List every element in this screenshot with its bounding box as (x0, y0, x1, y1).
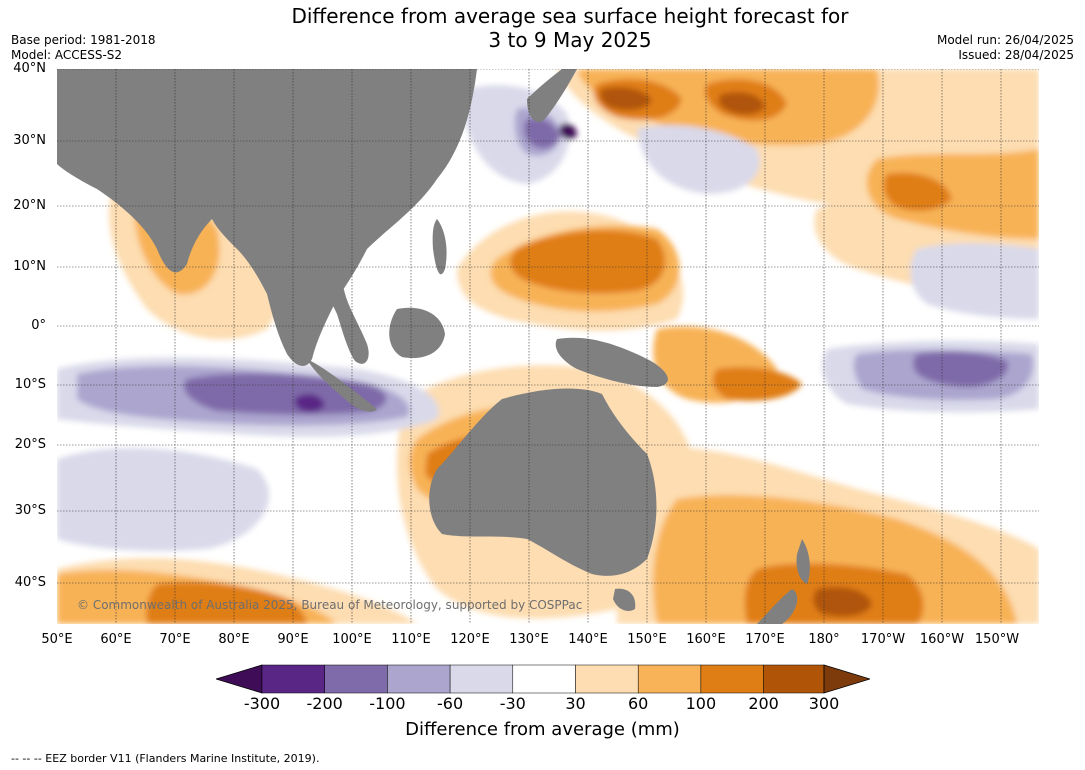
colorbar-arrow-low (216, 664, 263, 694)
colorbar-swatch (387, 664, 451, 694)
title-line-2: 3 to 9 May 2025 (488, 28, 652, 52)
lat-label-30n: 30°N (13, 133, 46, 148)
anomaly-area-pale-purple (637, 125, 760, 194)
colorbar-tick: -30 (499, 694, 526, 713)
map-canvas (57, 69, 1039, 624)
meta-left: Base period: 1981-2018 Model: ACCESS-S2 (11, 33, 156, 63)
colorbar-swatch (700, 664, 764, 694)
anomaly-area-orange (866, 149, 1039, 239)
landmass-new-zealand-north (796, 539, 810, 584)
lon-label-100e: 100°E (332, 632, 372, 647)
colorbar-swatch (763, 664, 825, 694)
colorbar-title: Difference from average (mm) (405, 719, 680, 740)
colorbar-tick: -300 (243, 694, 281, 713)
lat-label-equator: 0° (31, 318, 46, 333)
title-line-1: Difference from average sea surface heig… (291, 4, 849, 28)
landmass-borneo (389, 307, 445, 359)
map-title: Difference from average sea surface heig… (240, 4, 900, 52)
colorbar-swatch (261, 664, 325, 694)
landmass-new-guinea (555, 337, 668, 387)
eez-footnote: -- -- -- EEZ border V11 (Flanders Marine… (11, 752, 320, 765)
colorbar-tick: 100 (685, 694, 717, 713)
landmass-tasmania (613, 588, 636, 611)
lon-label-60e: 60°E (100, 632, 132, 647)
lon-label-110e: 110°E (391, 632, 431, 647)
anomaly-area-brown (718, 92, 765, 115)
issued-text: Issued: 28/04/2025 (958, 48, 1074, 62)
lon-label-180: 180° (808, 632, 840, 647)
colorbar-swatch (575, 664, 639, 694)
lon-label-170e: 170°E (745, 632, 785, 647)
colorbar-swatch (637, 664, 702, 694)
anomaly-area-purple (524, 117, 560, 149)
anomaly-area-pale-purple (910, 243, 1039, 319)
lon-label-90e: 90°E (277, 632, 309, 647)
model-run-text: Model run: 26/04/2025 (936, 33, 1074, 47)
sea-surface-height-map: © Commonwealth of Australia 2025, Bureau… (57, 69, 1039, 624)
lon-label-150w: 150°W (974, 632, 1020, 647)
lon-label-130e: 130°E (509, 632, 549, 647)
landmass-asia (57, 69, 477, 366)
anomaly-area-dark-purple (559, 123, 577, 140)
anomaly-area-brown (600, 87, 652, 111)
colorbar-swatch (449, 664, 514, 694)
colorbar (216, 664, 870, 694)
lon-label-160w: 160°W (919, 632, 965, 647)
colorbar-tick: 200 (748, 694, 779, 713)
meta-right: Model run: 26/04/2025 Issued: 28/04/2025 (937, 33, 1074, 63)
colorbar-tick: -60 (437, 694, 464, 713)
anomaly-area-dark-orange (712, 367, 802, 401)
anomaly-area-orange (653, 495, 1017, 624)
anomaly-area-pale-purple (57, 448, 269, 551)
landmass-philippines (432, 219, 447, 275)
lon-label-80e: 80°E (218, 632, 250, 647)
colorbar-tick: 300 (808, 694, 840, 713)
lon-label-170w: 170°W (860, 632, 906, 647)
lon-label-140e: 140°E (568, 632, 608, 647)
landmass-sumatra (307, 359, 377, 412)
lat-label-40n: 40°N (13, 61, 46, 76)
copyright-notice: © Commonwealth of Australia 2025, Bureau… (77, 598, 583, 612)
lat-label-20s: 20°S (14, 437, 46, 452)
model-text: Model: ACCESS-S2 (11, 48, 123, 62)
anomaly-area-dark-orange (883, 172, 952, 211)
lon-label-150e: 150°E (627, 632, 667, 647)
lat-label-10n: 10°N (13, 259, 46, 274)
landmass-indochina (312, 219, 369, 364)
lat-label-10s: 10°S (14, 377, 46, 392)
lon-label-50e: 50°E (41, 632, 73, 647)
anomaly-area-brown (813, 587, 872, 617)
colorbar-tick: 30 (565, 694, 586, 713)
colorbar-swatch (512, 664, 576, 694)
base-period-text: Base period: 1981-2018 (11, 33, 156, 47)
anomaly-area-dark-orange (146, 582, 307, 624)
anomaly-area-purple (913, 351, 1008, 387)
lon-label-160e: 160°E (686, 632, 726, 647)
graticule (57, 69, 1039, 624)
lat-label-40s: 40°S (14, 575, 46, 590)
colorbar-tick: 60 (628, 694, 649, 713)
landmass-new-zealand-south (757, 589, 798, 624)
lon-label-70e: 70°E (159, 632, 191, 647)
landmass-japan (527, 69, 577, 123)
colorbar-tick: -200 (306, 694, 343, 713)
anomaly-area-dark-orange (510, 230, 666, 294)
lat-label-30s: 30°S (14, 503, 46, 518)
colorbar-arrow-high (823, 664, 870, 694)
lon-label-120e: 120°E (450, 632, 490, 647)
landmass-australia (429, 388, 657, 576)
colorbar-tick: -100 (369, 694, 406, 713)
lat-label-20n: 20°N (13, 198, 46, 213)
land (57, 69, 810, 624)
colorbar-swatch (324, 664, 388, 694)
anomaly-area-dark-purple (294, 394, 325, 413)
